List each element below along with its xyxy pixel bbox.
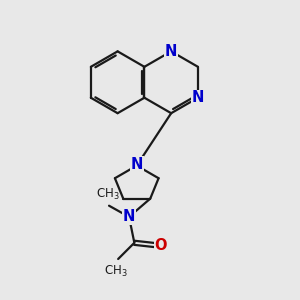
Text: CH$_3$: CH$_3$	[104, 263, 128, 278]
Text: O: O	[154, 238, 167, 253]
Text: CH$_3$: CH$_3$	[96, 187, 119, 202]
Text: N: N	[192, 90, 204, 105]
Text: N: N	[130, 157, 143, 172]
Text: N: N	[123, 209, 135, 224]
Text: N: N	[165, 44, 177, 59]
